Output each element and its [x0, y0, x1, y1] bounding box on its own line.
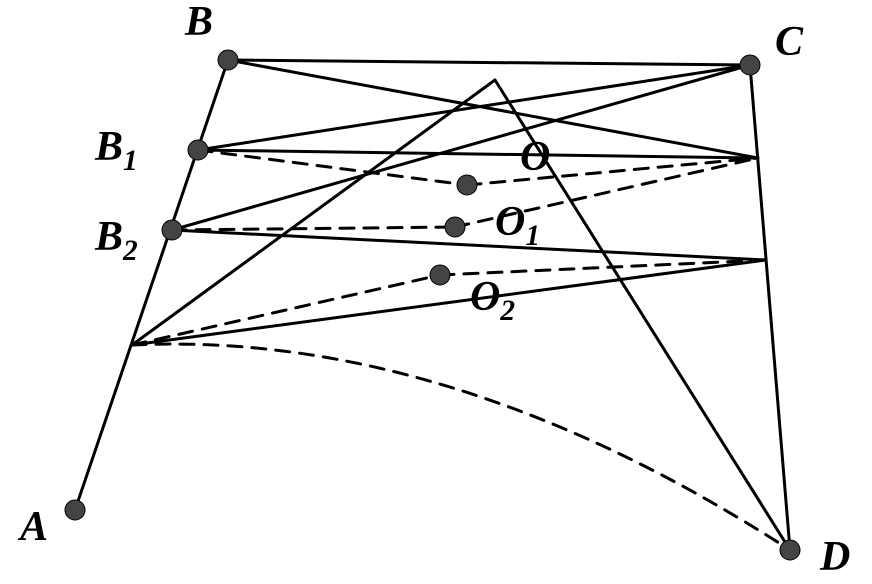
edge-B2-C2	[172, 230, 766, 260]
edge-C-D	[750, 65, 790, 550]
label-C: C	[775, 19, 804, 65]
dashed-curve	[132, 344, 790, 550]
edge-B1-C	[198, 65, 750, 150]
label-B1-sub: 1	[123, 145, 138, 177]
edge-Ax-Mtop	[132, 80, 495, 345]
label-B2-sub: 2	[122, 235, 138, 267]
point-B2	[162, 220, 182, 240]
labels: A B B1 B2 C D O O1 O2	[17, 0, 850, 580]
edge-B-C	[228, 60, 750, 65]
point-C	[740, 55, 760, 75]
point-A	[65, 500, 85, 520]
edge-B1-C1	[198, 150, 758, 158]
solid-edges	[75, 60, 790, 550]
point-O	[457, 175, 477, 195]
dashed-edges	[132, 150, 766, 345]
point-B1	[188, 140, 208, 160]
dashed-arc	[132, 344, 790, 550]
label-O2: O2	[470, 274, 515, 327]
point-O1	[445, 217, 465, 237]
dashed-edge-O-C1	[467, 158, 758, 185]
label-B2: B2	[94, 214, 138, 267]
label-O1: O1	[495, 199, 540, 252]
label-B1: B1	[94, 124, 138, 177]
label-A: A	[17, 504, 48, 550]
point-D	[780, 540, 800, 560]
dashed-edge-B2-O1	[172, 227, 455, 230]
point-O2	[430, 265, 450, 285]
label-D: D	[819, 534, 850, 580]
label-O: O	[520, 134, 550, 180]
geometry-diagram: A B B1 B2 C D O O1 O2	[0, 0, 872, 584]
label-O2-sub: 2	[499, 295, 515, 327]
point-B	[218, 50, 238, 70]
label-O1-sub: 1	[525, 220, 540, 252]
label-B: B	[184, 0, 213, 45]
edge-B2-C	[172, 65, 750, 230]
dashed-edge-B1-O	[198, 150, 467, 185]
